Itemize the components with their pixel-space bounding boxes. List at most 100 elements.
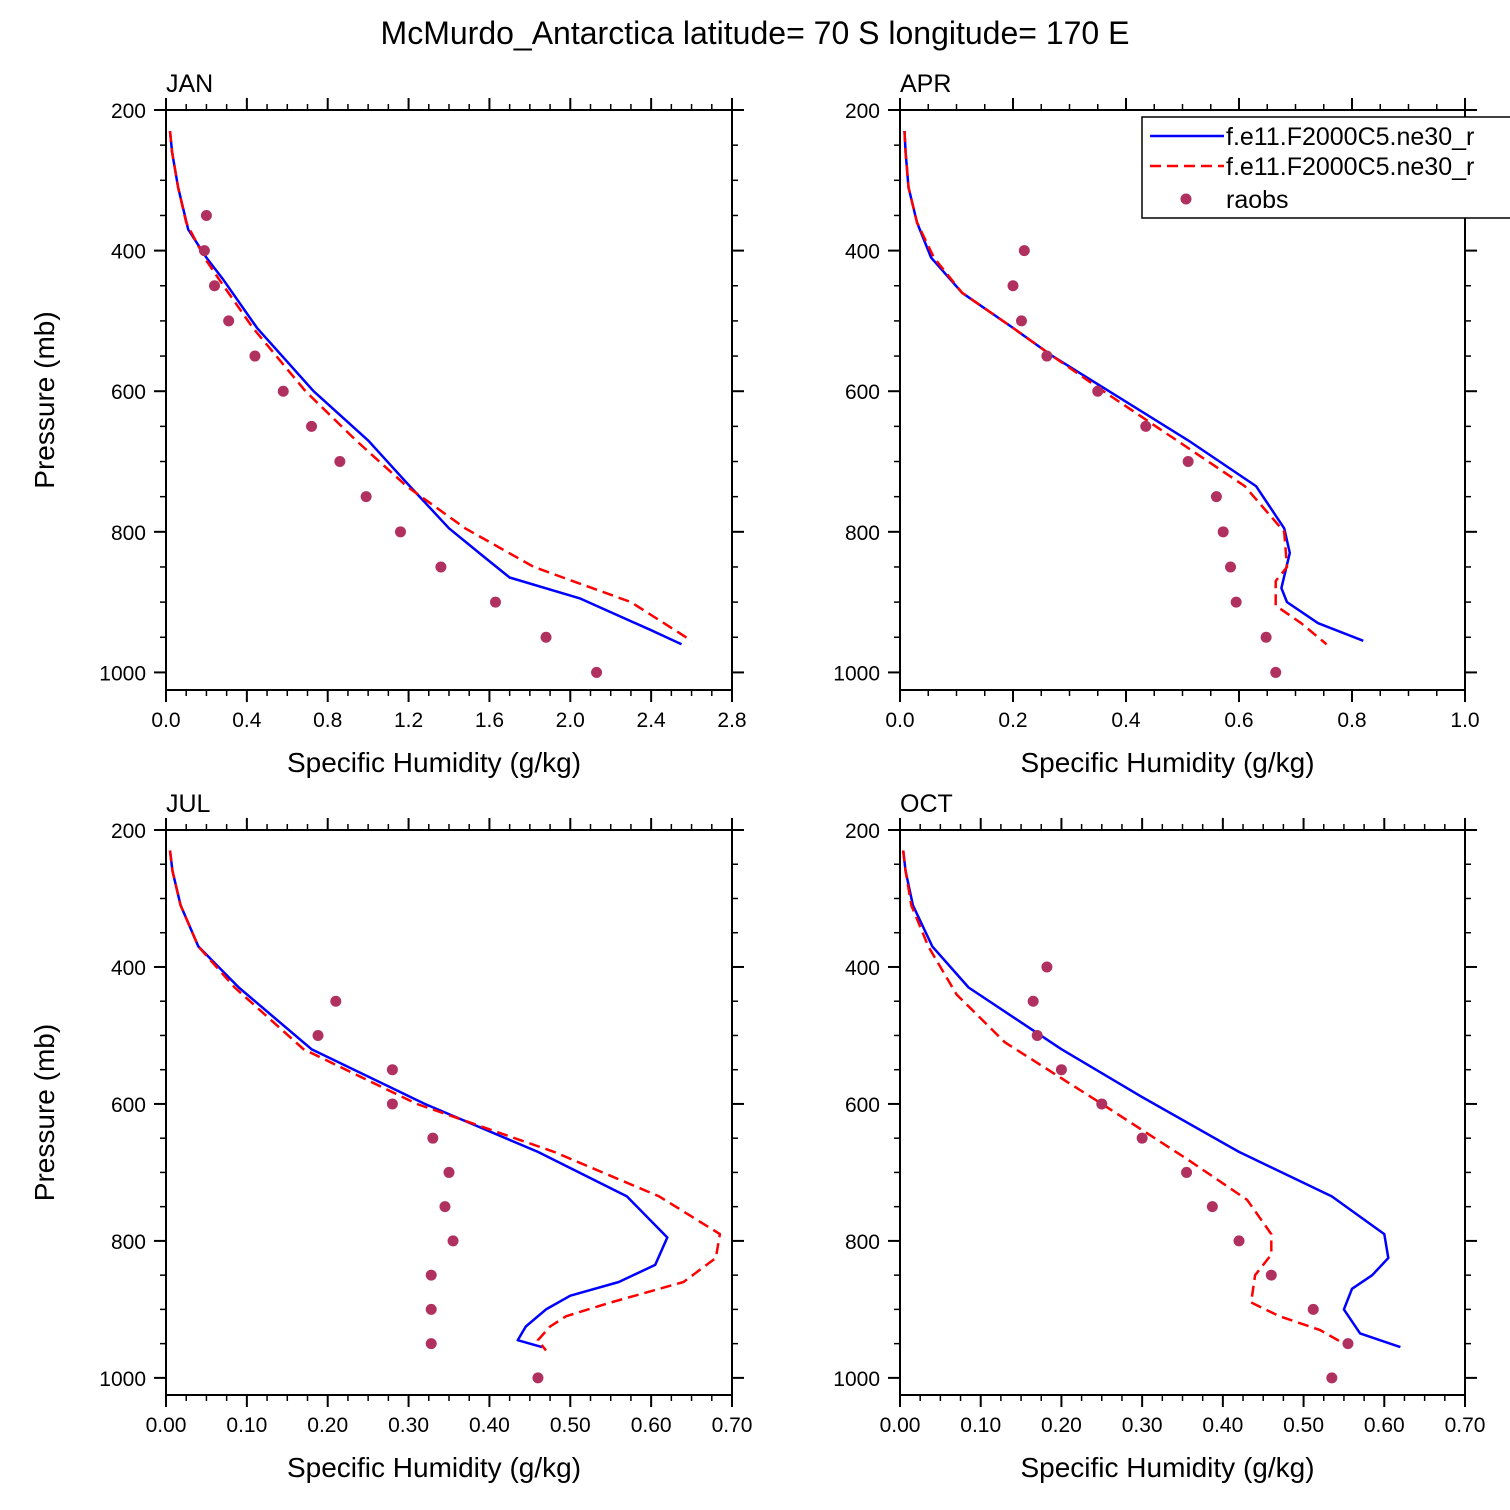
x-tick-label: 0.40 xyxy=(469,1414,510,1437)
raobs-point xyxy=(209,280,221,292)
x-tick-label: 0.50 xyxy=(1283,1414,1324,1437)
x-tick-label: 0.60 xyxy=(631,1414,672,1437)
x-axis-label: Specific Humidity (g/kg) xyxy=(287,747,581,778)
raobs-point xyxy=(1181,1166,1193,1178)
model-b-line xyxy=(903,131,1328,646)
raobs-point xyxy=(1230,596,1242,608)
panel-title: OCT xyxy=(900,790,953,818)
model-b-line xyxy=(168,130,693,642)
y-tick-label: 600 xyxy=(111,381,146,404)
legend-label: f.e11.F2000C5.ne30_r xyxy=(1226,153,1474,181)
y-tick-label: 200 xyxy=(111,100,146,123)
x-tick-label: 0.70 xyxy=(1445,1414,1486,1437)
x-tick-label: 0.10 xyxy=(226,1414,267,1437)
raobs-point xyxy=(1031,1029,1043,1041)
x-tick-label: 0.4 xyxy=(1111,709,1141,732)
raobs-point xyxy=(1092,385,1104,397)
raobs-point xyxy=(1233,1235,1245,1247)
panel-title: JAN xyxy=(166,70,213,98)
x-tick-label: 1.6 xyxy=(475,709,504,732)
raobs-point xyxy=(1136,1132,1148,1144)
panel-oct: 0.00 0.10 0.20 0.30 0.40 0.50 0.60 0.70 200 400 60… xyxy=(833,790,1485,1483)
raobs-point xyxy=(427,1132,439,1144)
raobs-point xyxy=(1265,1269,1277,1281)
raobs-point xyxy=(312,1029,324,1041)
x-tick-label: 0.4 xyxy=(232,709,262,732)
x-tick-label: 0.6 xyxy=(1224,709,1253,732)
raobs-point xyxy=(439,1201,451,1213)
raobs-point xyxy=(1055,1064,1067,1076)
legend-label: f.e11.F2000C5.ne30_r xyxy=(1226,123,1474,151)
raobs-point xyxy=(223,315,235,327)
x-tick-label: 0.30 xyxy=(1122,1414,1163,1437)
raobs-point xyxy=(425,1269,437,1281)
x-tick-label: 0.2 xyxy=(998,709,1027,732)
raobs-point xyxy=(1018,245,1030,257)
legend: f.e11.F2000C5.ne30_rf.e11.F2000C5.ne30_r… xyxy=(1141,116,1510,219)
y-tick-label: 1000 xyxy=(99,1368,146,1391)
raobs-point xyxy=(386,1064,398,1076)
raobs-point xyxy=(425,1303,437,1315)
y-tick-label: 800 xyxy=(845,1231,880,1254)
y-tick-label: 800 xyxy=(111,522,146,545)
y-axis-label: Pressure (mb) xyxy=(29,311,60,488)
x-tick-label: 0.20 xyxy=(1041,1414,1082,1437)
raobs-point xyxy=(1140,420,1152,432)
model-a-line xyxy=(903,131,1364,642)
legend-label: raobs xyxy=(1226,186,1289,214)
y-tick-label: 600 xyxy=(845,381,880,404)
raobs-point xyxy=(591,666,603,678)
raobs-point xyxy=(1210,491,1222,503)
y-axis-label: Pressure (mb) xyxy=(29,1024,60,1201)
raobs-point xyxy=(1270,666,1282,678)
raobs-point xyxy=(249,350,261,362)
raobs-point xyxy=(1096,1098,1108,1110)
y-tick-label: 400 xyxy=(111,241,146,264)
x-tick-label: 1.0 xyxy=(1450,709,1479,732)
raobs-point xyxy=(1007,280,1019,292)
series-group xyxy=(903,131,1364,678)
y-tick-label: 600 xyxy=(111,1094,146,1117)
series-group xyxy=(168,850,722,1384)
raobs-point xyxy=(1307,1303,1319,1315)
raobs-point xyxy=(1206,1201,1218,1213)
y-tick-label: 1000 xyxy=(833,662,880,685)
panel-title: APR xyxy=(900,70,951,98)
panel-jul: 0.00 0.10 0.20 0.30 0.40 0.50 0.60 0.70 200 400 60… xyxy=(29,790,752,1483)
x-tick-label: 0.00 xyxy=(146,1414,187,1437)
x-tick-label: 2.8 xyxy=(717,709,746,732)
y-tick-label: 800 xyxy=(111,1231,146,1254)
raobs-point xyxy=(1015,315,1027,327)
x-tick-label: 0.40 xyxy=(1202,1414,1243,1437)
raobs-point xyxy=(435,561,447,573)
x-tick-label: 1.2 xyxy=(394,709,423,732)
raobs-point xyxy=(1041,961,1053,973)
panel-title: JUL xyxy=(166,790,211,818)
raobs-point xyxy=(334,456,346,468)
raobs-point xyxy=(200,209,212,221)
raobs-point xyxy=(198,245,210,257)
raobs-point xyxy=(1027,995,1039,1007)
x-tick-label: 0.60 xyxy=(1364,1414,1405,1437)
raobs-point xyxy=(360,491,372,503)
x-axis-label: Specific Humidity (g/kg) xyxy=(1020,1452,1314,1483)
series-group xyxy=(901,850,1401,1384)
raobs-point xyxy=(489,596,501,608)
x-tick-label: 2.4 xyxy=(637,709,667,732)
raobs-point xyxy=(1217,526,1229,538)
model-b-line xyxy=(168,850,722,1352)
model-b-line xyxy=(901,850,1345,1345)
raobs-point xyxy=(447,1235,459,1247)
x-tick-label: 0.70 xyxy=(712,1414,753,1437)
x-tick-label: 0.20 xyxy=(307,1414,348,1437)
panel-jan: 0.0 0.4 0.8 1.2 1.6 2.0 2.4 2.8 200 400 600 800 1000… xyxy=(29,70,747,778)
x-axis-label: Specific Humidity (g/kg) xyxy=(1020,747,1314,778)
y-tick-label: 1000 xyxy=(833,1368,880,1391)
raobs-point xyxy=(1041,350,1053,362)
raobs-point xyxy=(1260,631,1272,643)
raobs-point xyxy=(1225,561,1237,573)
y-tick-label: 400 xyxy=(111,957,146,980)
y-tick-label: 200 xyxy=(111,820,146,843)
panel-apr: 0.0 0.2 0.4 0.6 0.8 1.0 200 400 600 800 1000 APR Spe… xyxy=(833,70,1479,778)
